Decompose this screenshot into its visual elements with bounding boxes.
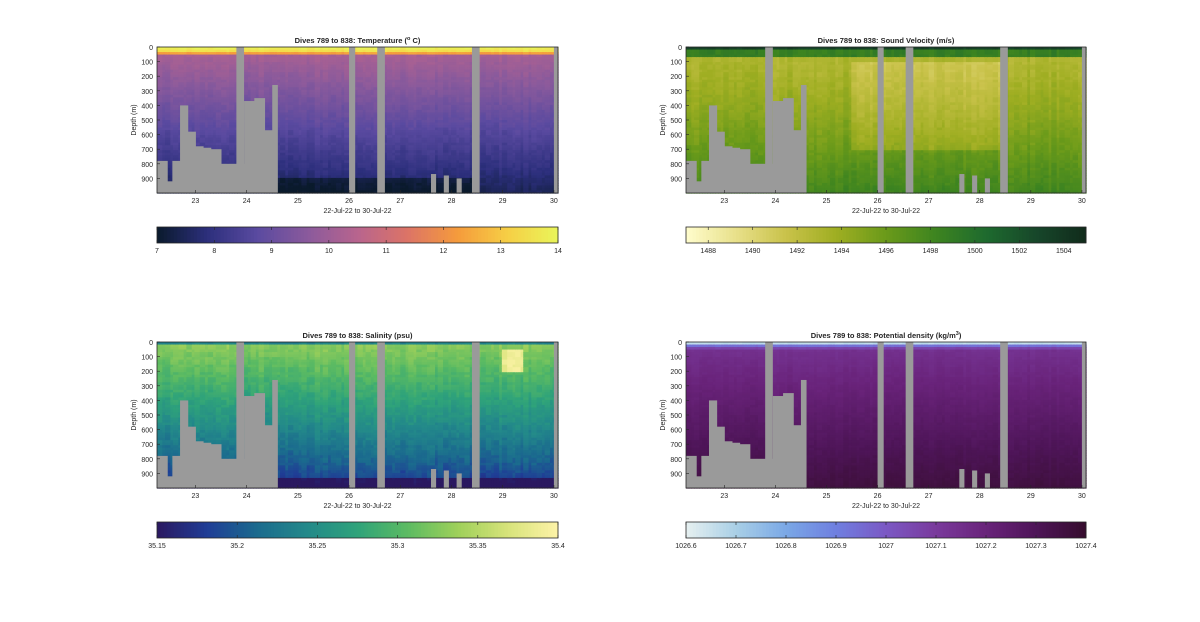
- chart-panel-0: 010020030040050060070080090023 24 25 26 27 28…: [131, 36, 562, 255]
